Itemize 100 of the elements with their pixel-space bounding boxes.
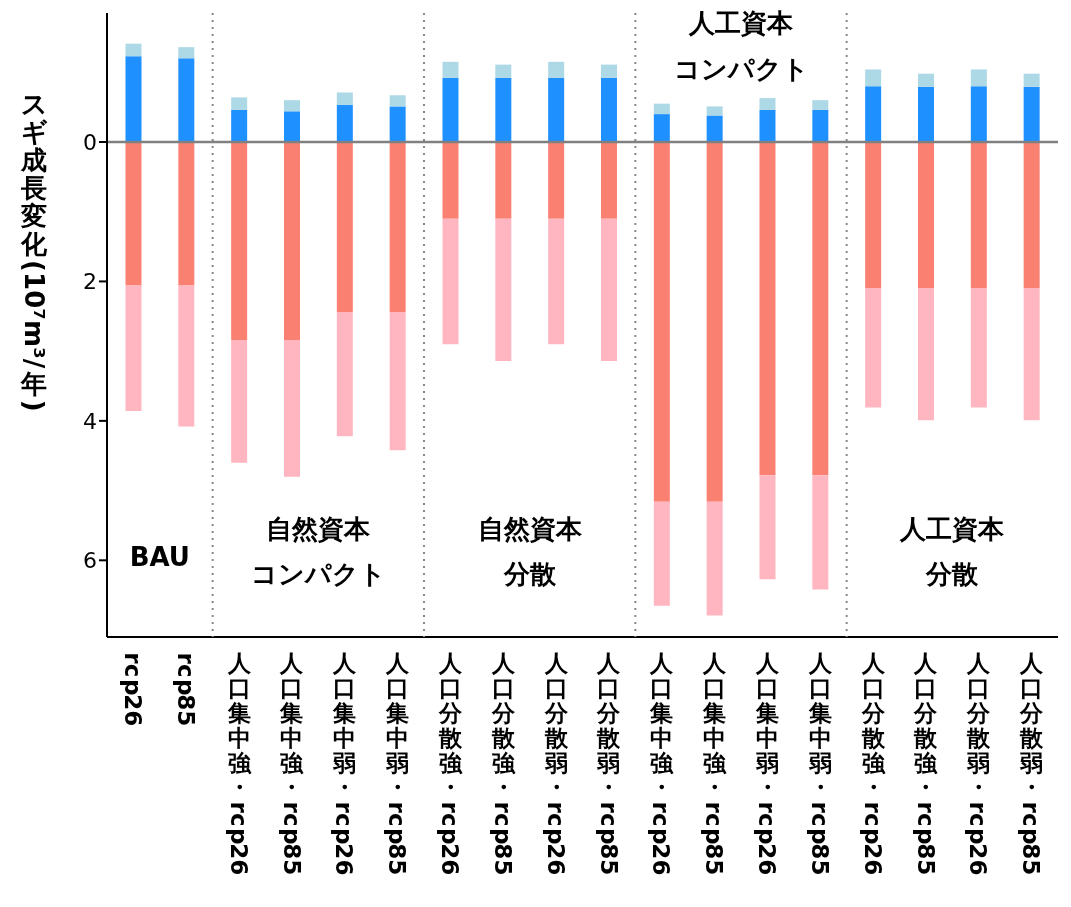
bar [548,218,565,345]
bar [600,77,617,142]
category-label: 人口分散弱・rcp85 [1018,650,1045,876]
category-label: 人口分散弱・rcp85 [595,650,622,876]
annotation: BAU [129,541,190,572]
bar [389,95,406,107]
bar [495,141,512,219]
bar [1023,288,1040,421]
bar [706,106,723,116]
bar [970,288,987,408]
bar [442,218,459,345]
bar [865,141,882,289]
bar [178,58,195,142]
category-label: 人口集中弱・rcp85 [806,650,833,876]
bar [231,97,248,110]
annotation: 自然資本 [476,512,583,546]
bar [759,98,776,110]
y-tick-label: 0 [83,129,97,155]
bar [1023,73,1040,87]
category-label: 人口集中強・rcp26 [225,650,252,876]
annotation: 分散 [924,558,980,592]
bar [231,141,248,340]
bar [231,339,248,463]
bar [970,86,987,142]
bar [653,103,670,115]
category-label: 人口分散強・rcp85 [489,650,516,876]
bar [600,141,617,219]
bar [336,92,353,106]
bar [548,61,565,78]
bar [865,86,882,142]
bar [917,288,934,421]
annotation: 人工資本 [899,512,1006,546]
category-label: 人口集中強・rcp26 [648,650,675,876]
bar [970,141,987,289]
category-label: 人口分散強・rcp85 [912,650,939,876]
y-tick-label: 4 [83,408,97,434]
bar [812,141,829,476]
bar [706,501,723,616]
annotation: コンパクト [672,52,810,86]
category-label: 人口分散強・rcp26 [437,650,464,876]
annotation: 分散 [503,559,556,590]
x-tick-label: rcp85 [172,652,199,727]
bar [442,77,459,142]
y-tick-label: 6 [83,548,97,574]
bar [706,141,723,502]
bar [759,141,776,476]
bar [336,105,353,142]
x-tick-label: rcp26 [120,652,147,727]
bar [759,475,776,580]
category-label: 人口集中強・rcp85 [701,650,728,876]
category-label: 人口分散弱・rcp26 [542,650,569,876]
bar [600,64,617,78]
bar [917,141,934,289]
category-label: 人口分散弱・rcp26 [965,650,992,876]
bar [178,285,195,427]
bar [917,73,934,87]
bar [389,141,406,313]
bar [917,86,934,142]
annotation: コンパクト [250,559,386,590]
bar [178,141,195,286]
bar [653,114,670,142]
category-label: 人口分散強・rcp26 [859,650,886,876]
bar [125,43,142,57]
bar [231,109,248,142]
bar [812,100,829,110]
bar [548,141,565,219]
bar [283,141,300,340]
bar [653,141,670,502]
bar [389,312,406,451]
bar [1023,141,1040,289]
bar [178,47,195,59]
category-label: 人口集中弱・rcp85 [384,650,411,876]
bar [759,109,776,142]
bar [495,77,512,142]
bar [125,141,142,286]
bar [283,339,300,477]
bar [1023,86,1040,142]
bar [812,475,829,590]
bar [706,115,723,142]
category-label: 人口集中弱・rcp26 [331,650,358,876]
bar [283,111,300,142]
bar [495,64,512,78]
text: スギ成長変化(10⁷m³/年) [18,88,49,412]
bar [442,61,459,78]
bar [389,106,406,142]
bar [336,141,353,313]
bar [653,501,670,606]
annotation: 人工資本 [688,7,794,41]
bar [865,288,882,408]
bar [336,312,353,437]
category-label: 人口集中弱・rcp26 [754,650,781,876]
category-label: 人口集中強・rcp85 [278,650,305,876]
bar [442,141,459,219]
bar [812,109,829,142]
bar [865,69,882,87]
bar [125,56,142,142]
y-tick-label: 2 [83,269,97,295]
bar [495,218,512,361]
bar [125,285,142,412]
bar [970,69,987,87]
